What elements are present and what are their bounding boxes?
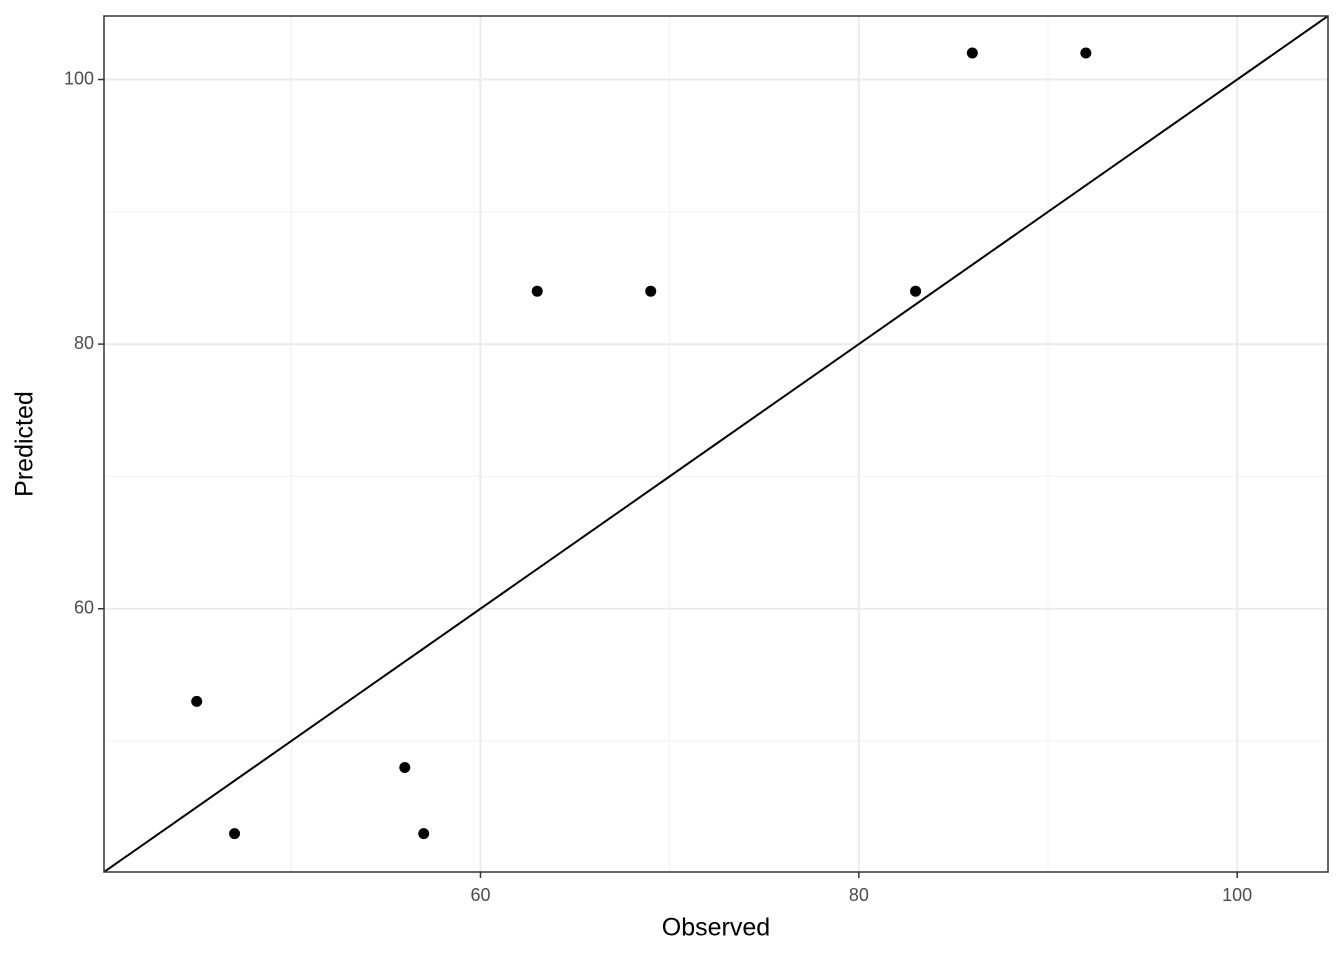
point	[645, 285, 657, 297]
x-tick-label: 100	[1222, 885, 1252, 905]
point	[399, 761, 411, 773]
y-tick-label: 60	[74, 597, 94, 617]
reference-line	[104, 16, 1328, 872]
y-tick-label: 80	[74, 333, 94, 353]
y-axis-title: Predicted	[11, 391, 39, 497]
x-axis-title: Observed	[662, 914, 770, 942]
point	[966, 47, 978, 59]
plot-border	[103, 15, 1329, 873]
y-tick-label: 100	[64, 68, 94, 88]
point	[531, 285, 543, 297]
x-tick-label: 80	[849, 885, 869, 905]
point	[1080, 47, 1092, 59]
point	[418, 828, 430, 840]
point	[191, 695, 203, 707]
point	[910, 285, 922, 297]
plot-area	[104, 16, 1328, 872]
point	[229, 828, 241, 840]
x-tick-label: 60	[470, 885, 490, 905]
